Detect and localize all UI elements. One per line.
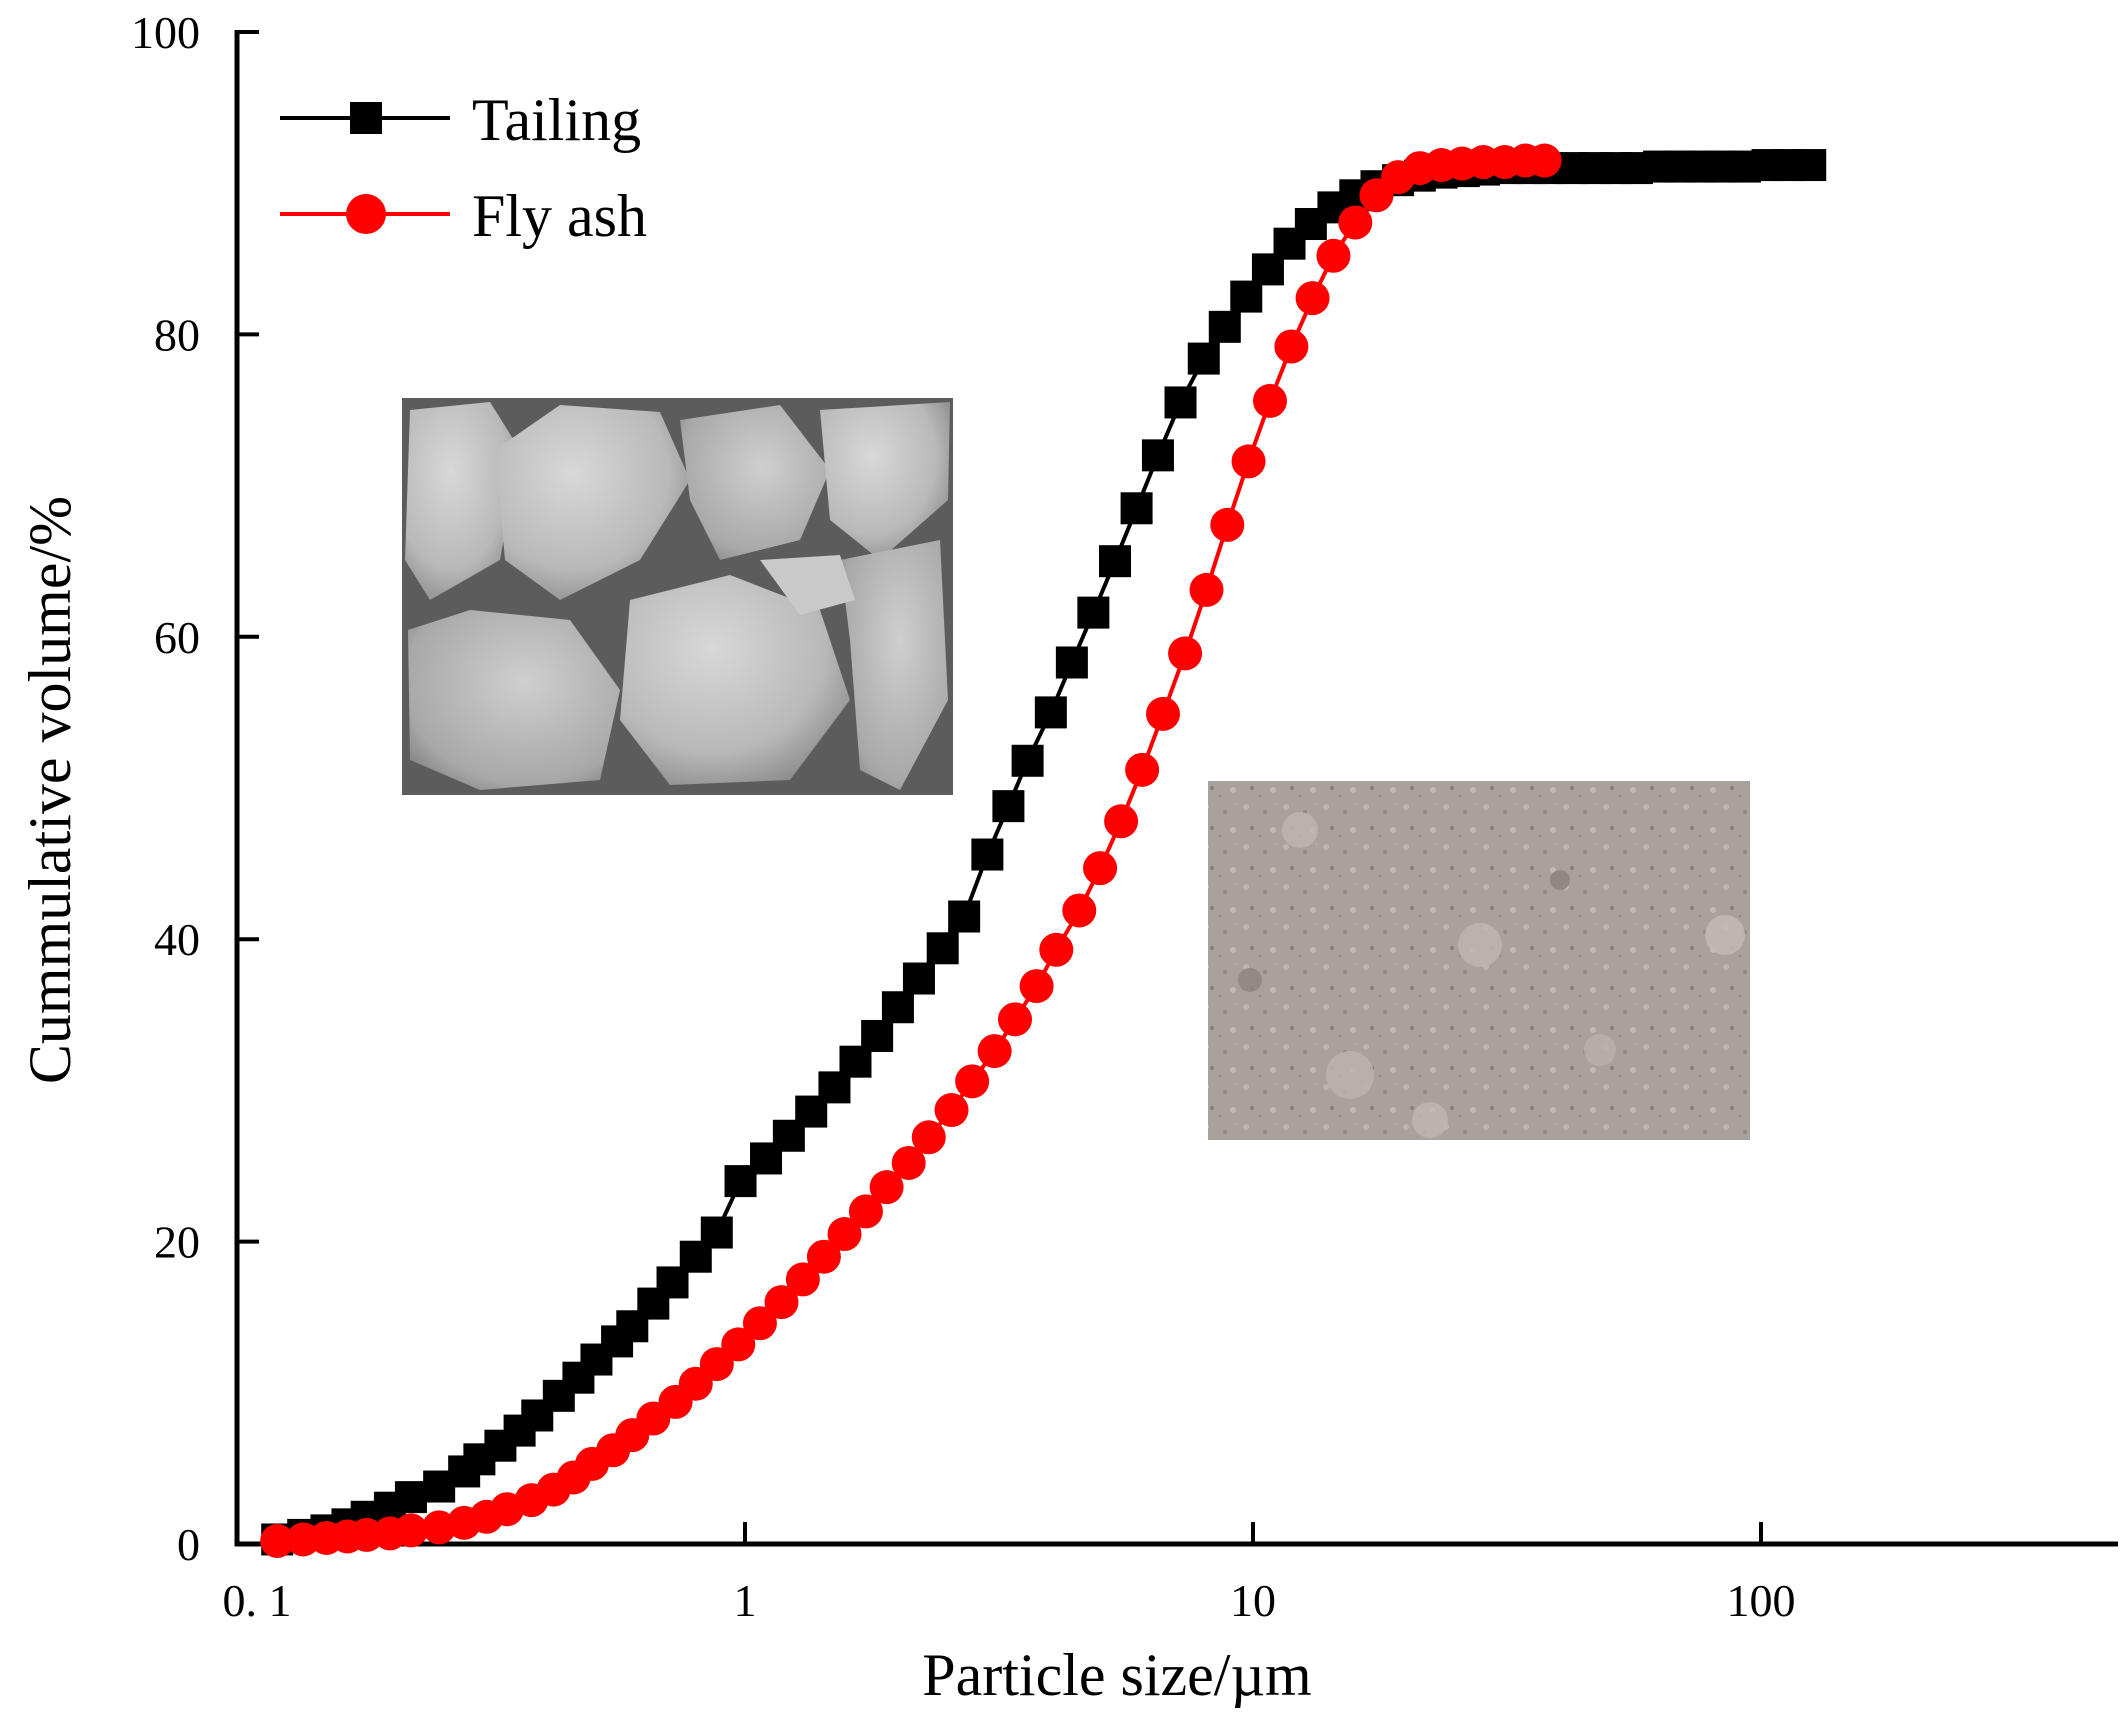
fly-ash-photo [1208, 781, 1750, 1140]
data-point-tailing [394, 1481, 427, 1514]
data-point-tailing [1120, 492, 1153, 525]
y-tick-label: 80 [154, 309, 200, 360]
data-point-fly-ash [742, 1306, 777, 1341]
data-point-tailing [700, 1216, 733, 1249]
data-point-fly-ash [891, 1145, 926, 1180]
data-point-fly-ash [260, 1523, 295, 1558]
data-point-fly-ash [1189, 572, 1224, 607]
data-point-tailing [1794, 149, 1827, 182]
legend-marker-tailing [350, 102, 382, 134]
y-tick-label: 100 [131, 7, 200, 58]
data-point-tailing [948, 900, 981, 933]
series-fly-ash [260, 143, 1562, 1558]
legend-marker-fly-ash [346, 194, 386, 234]
data-point-fly-ash [1062, 893, 1097, 928]
legend-item-tailing: Tailing [280, 87, 641, 153]
data-point-fly-ash [997, 1002, 1032, 1037]
data-point-fly-ash [1019, 969, 1054, 1004]
data-point-fly-ash [806, 1239, 841, 1274]
y-axis-title: Cummulative volume/% [17, 496, 83, 1084]
tailing-photo [402, 398, 953, 795]
x-tick-label: 0. 1 [223, 1575, 292, 1626]
data-point-tailing [1011, 744, 1044, 777]
data-point-tailing [902, 962, 935, 995]
data-point-fly-ash [1316, 238, 1351, 273]
data-point-fly-ash [699, 1347, 734, 1382]
y-ticks: 0 20 40 60 80 100 [131, 7, 259, 1570]
data-point-fly-ash [1252, 383, 1287, 418]
data-point-fly-ash [1295, 281, 1330, 316]
data-point-tailing [1055, 646, 1088, 679]
data-point-tailing [1187, 342, 1220, 375]
x-axis-title: Particle size/µm [922, 1642, 1311, 1708]
data-point-tailing [1164, 386, 1197, 419]
data-point-fly-ash [934, 1093, 969, 1128]
data-point-tailing [971, 838, 1004, 871]
axes: 0. 1 1 10 100 0 20 40 60 80 100 [131, 7, 2118, 1626]
data-point-tailing [1230, 280, 1263, 313]
data-point-fly-ash [848, 1194, 883, 1229]
data-point-fly-ash [393, 1513, 428, 1548]
data-point-tailing [1208, 310, 1241, 343]
data-point-fly-ash [1274, 329, 1309, 364]
series-layer [260, 143, 1827, 1558]
y-tick-label: 40 [154, 914, 200, 965]
y-tick-label: 0 [177, 1519, 200, 1570]
data-point-tailing [861, 1019, 894, 1052]
data-point-fly-ash [1104, 804, 1139, 839]
data-point-fly-ash [1039, 932, 1074, 967]
data-point-tailing [881, 991, 914, 1024]
data-point-fly-ash [827, 1217, 862, 1252]
y-tick-label: 60 [154, 612, 200, 663]
data-point-fly-ash [1338, 205, 1373, 240]
data-point-fly-ash [955, 1064, 990, 1099]
data-point-tailing [1099, 545, 1132, 578]
legend-label-tailing: Tailing [472, 87, 641, 153]
data-point-fly-ash [1231, 444, 1266, 479]
x-tick-label: 100 [1727, 1575, 1796, 1626]
data-point-fly-ash [1083, 851, 1118, 886]
data-point-tailing [1034, 696, 1067, 729]
legend-label-fly-ash: Fly ash [472, 183, 647, 249]
data-point-fly-ash [1168, 636, 1203, 671]
data-point-fly-ash [1210, 507, 1245, 542]
y-tick-label: 20 [154, 1217, 200, 1268]
data-point-tailing [926, 932, 959, 965]
data-point-fly-ash [1125, 752, 1160, 787]
data-point-fly-ash [1145, 696, 1180, 731]
data-point-tailing [1141, 439, 1174, 472]
data-point-fly-ash [911, 1120, 946, 1155]
data-point-fly-ash [869, 1170, 904, 1205]
legend-item-fly-ash: Fly ash [280, 183, 647, 249]
data-point-fly-ash [1527, 143, 1562, 178]
data-point-fly-ash [977, 1034, 1012, 1069]
legend: Tailing Fly ash [280, 87, 647, 249]
data-point-fly-ash [764, 1285, 799, 1320]
data-point-fly-ash [785, 1262, 820, 1297]
x-tick-label: 10 [1230, 1575, 1276, 1626]
x-ticks: 0. 1 1 10 100 [223, 1522, 1796, 1626]
x-tick-label: 1 [734, 1575, 757, 1626]
data-point-tailing [992, 790, 1025, 823]
data-point-tailing [1077, 596, 1110, 629]
data-point-fly-ash [721, 1327, 756, 1362]
